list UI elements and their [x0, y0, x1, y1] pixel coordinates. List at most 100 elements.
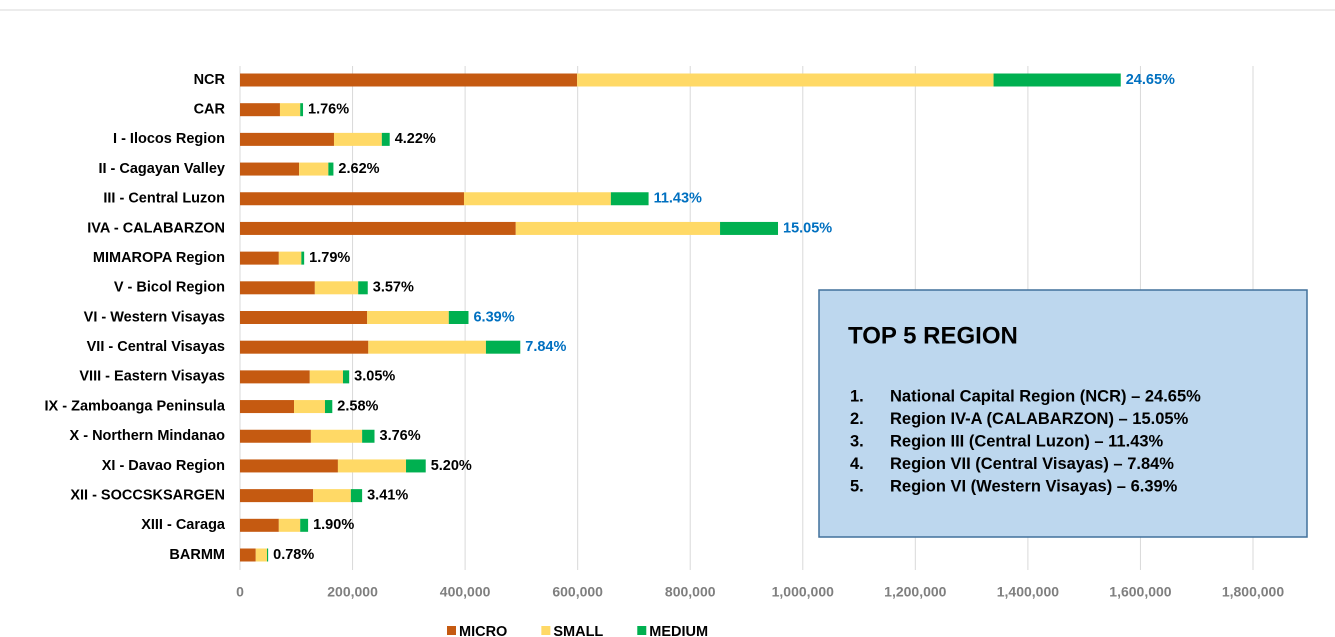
share-label: 15.05%: [783, 220, 832, 236]
share-label: 0.78%: [273, 547, 314, 563]
y-tick-label: II - Cagayan Valley: [98, 161, 225, 177]
x-tick-label: 1,400,000: [997, 584, 1059, 600]
bar-segment: [240, 162, 300, 176]
bar-segment: [463, 192, 611, 206]
bar-segment: [337, 459, 407, 473]
x-tick-label: 400,000: [440, 584, 491, 600]
bar-segment: [381, 132, 390, 146]
share-label: 1.90%: [313, 517, 354, 533]
y-tick-label: III - Central Luzon: [103, 191, 225, 207]
bar-segment: [358, 281, 368, 295]
bar-segment: [368, 340, 486, 354]
bar-segment: [240, 489, 314, 503]
legend-swatch: [447, 626, 456, 635]
x-tick-label: 600,000: [552, 584, 603, 600]
bar-segment: [240, 103, 280, 117]
info-box: [818, 289, 1308, 538]
bar-segment: [448, 311, 469, 324]
bar-segment: [314, 281, 359, 295]
bar-segment: [240, 400, 295, 414]
y-tick-label: VII - Central Visayas: [87, 339, 225, 355]
share-label: 1.76%: [308, 102, 349, 118]
y-tick-label: NCR: [194, 72, 226, 88]
bar-segment: [240, 340, 369, 354]
bar-segment: [993, 73, 1121, 87]
info-text: Region III (Central Luzon) – 11.43%: [890, 432, 1164, 450]
bar-segment: [255, 548, 268, 562]
bar-segment: [324, 400, 333, 414]
bar-segment: [240, 281, 315, 295]
bar-segment: [367, 311, 449, 324]
bar-segment: [309, 370, 343, 384]
x-tick-label: 1,000,000: [772, 584, 834, 600]
bar-segment: [279, 103, 301, 117]
share-label: 3.05%: [354, 369, 395, 385]
share-label: 24.65%: [1126, 72, 1175, 88]
bar-segment: [485, 340, 521, 354]
bar-segment: [240, 132, 334, 146]
bar-segment: [240, 548, 256, 562]
bar-segment: [240, 251, 279, 265]
bar-segment: [240, 192, 464, 206]
legend-label: MICRO: [459, 624, 507, 637]
y-tick-label: MIMAROPA Region: [93, 250, 225, 266]
y-tick-label: IX - Zamboanga Peninsula: [45, 398, 226, 414]
share-label: 4.22%: [395, 131, 436, 147]
info-text: Region IV-A (CALABARZON) – 15.05%: [890, 410, 1189, 428]
info-text: Region VII (Central Visayas) – 7.84%: [890, 455, 1174, 473]
bar-segment: [278, 251, 302, 265]
share-label: 1.79%: [309, 250, 350, 266]
share-label: 3.57%: [373, 280, 414, 296]
y-tick-label: VIII - Eastern Visayas: [79, 369, 225, 385]
bar-segment: [240, 459, 338, 473]
bar-segment: [333, 132, 382, 146]
bar-segment: [342, 370, 350, 384]
info-num: 2.: [850, 410, 864, 428]
x-tick-label: 0: [236, 584, 244, 600]
share-label: 5.20%: [431, 458, 472, 474]
share-label: 3.76%: [380, 428, 421, 444]
info-title: TOP 5 REGION: [848, 322, 1018, 349]
bar-segment: [278, 518, 301, 532]
legend-label: SMALL: [553, 624, 603, 637]
info-num: 4.: [850, 455, 864, 473]
legend-swatch: [541, 626, 551, 635]
share-label: 7.84%: [525, 339, 566, 355]
bar-segment: [328, 162, 334, 176]
bar-segment: [301, 251, 305, 265]
bar-segment: [577, 73, 994, 87]
y-tick-label: CAR: [194, 102, 226, 118]
info-text: National Capital Region (NCR) – 24.65%: [890, 387, 1201, 405]
legend-swatch: [637, 626, 647, 635]
y-tick-label: I - Ilocos Region: [113, 131, 225, 147]
bar-segment: [515, 221, 721, 235]
share-label: 6.39%: [473, 309, 514, 325]
y-tick-label: IVA - CALABARZON: [87, 220, 225, 236]
y-tick-label: V - Bicol Region: [114, 280, 225, 296]
share-label: 2.58%: [337, 398, 378, 414]
bar-segment: [240, 73, 578, 87]
x-tick-label: 800,000: [665, 584, 716, 600]
bar-segment: [313, 489, 351, 503]
bar-segment: [240, 518, 279, 532]
bar-segment: [310, 429, 363, 443]
bar-segment: [240, 429, 311, 443]
share-label: 3.41%: [367, 487, 408, 503]
bar-segment: [300, 518, 309, 532]
info-text: Region VI (Western Visayas) – 6.39%: [890, 477, 1178, 495]
y-tick-label: XII - SOCCSKSARGEN: [70, 487, 225, 503]
bar-segment: [294, 400, 325, 414]
bar-segment: [300, 103, 304, 117]
bar-segment: [240, 311, 368, 324]
share-label: 2.62%: [338, 161, 379, 177]
y-tick-label: XI - Davao Region: [102, 458, 225, 474]
bar-segment: [299, 162, 329, 176]
bar-segment: [720, 221, 779, 235]
y-tick-label: VI - Western Visayas: [84, 309, 225, 325]
y-tick-label: BARMM: [169, 547, 225, 563]
x-tick-label: 200,000: [327, 584, 378, 600]
bar-segment: [610, 192, 649, 206]
x-tick-label: 1,800,000: [1222, 584, 1284, 600]
info-num: 1.: [850, 387, 864, 405]
